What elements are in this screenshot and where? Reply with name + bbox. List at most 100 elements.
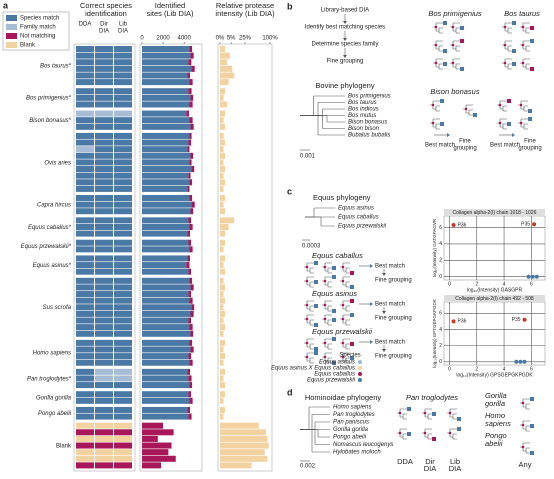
id-cell: [76, 442, 94, 449]
sites-bar: [142, 208, 191, 215]
tree-icon: [397, 408, 407, 420]
sites-bar: [142, 159, 190, 166]
icon-box: [528, 109, 532, 113]
protease-bar: [220, 262, 224, 269]
step-label: Best match: [375, 264, 405, 270]
x-tick-label: 4000: [178, 36, 192, 42]
protease-bar: [220, 223, 229, 230]
column-label: Lib: [450, 457, 460, 466]
icon-dot: [323, 341, 327, 345]
protease-bar: [220, 442, 269, 449]
sites-bar: [190, 346, 194, 353]
x-axis-label: log₁₀(Intensity) GASGPR: [467, 287, 523, 293]
x-tick-label: 0%: [216, 36, 225, 42]
icon-box: [507, 122, 511, 126]
icon-box: [332, 337, 336, 341]
tree-leaf: Bison bison: [348, 126, 380, 132]
tree-icon: [433, 58, 443, 70]
icon-box: [457, 417, 461, 421]
icon-box: [530, 26, 534, 30]
id-cell: [95, 310, 113, 317]
icon-box: [332, 309, 336, 313]
id-cell: [95, 79, 113, 86]
tree-icon: [463, 104, 473, 116]
icon-box: [332, 266, 336, 270]
icon-box: [443, 62, 447, 66]
group-label: Equus caballus*: [28, 225, 72, 231]
arrow-head: [382, 349, 386, 352]
x-tick-label: 0: [448, 281, 451, 287]
id-cell: [114, 277, 132, 284]
sites-bar: [187, 368, 190, 375]
tree-icon: [304, 338, 314, 350]
protease-bar: [220, 159, 224, 166]
tree-leaf: Pan troglodytes: [333, 412, 375, 418]
protease-bar: [220, 117, 224, 124]
icon-dot: [323, 265, 327, 269]
tree-icon: [304, 262, 314, 274]
protease-bar: [220, 449, 265, 456]
species-title: Pan troglodytes: [406, 393, 458, 402]
sites-bar: [191, 166, 195, 173]
icon-dot: [305, 279, 309, 283]
id-cell: [76, 422, 94, 429]
sites-bar: [142, 284, 191, 291]
tree-leaf: Nomascus leucogenys: [333, 442, 393, 448]
sites-bar: [142, 217, 189, 224]
id-cell: [114, 375, 132, 382]
sites-bar: [142, 223, 190, 230]
protease-bar: [220, 88, 225, 95]
id-cell: [114, 339, 132, 346]
sites-bar: [142, 132, 190, 139]
id-cell: [95, 368, 113, 375]
legend-title: Species: [339, 353, 360, 359]
id-cell: [114, 330, 132, 337]
tree-branch: [300, 421, 330, 430]
id-cell: [114, 435, 132, 442]
id-cell: [95, 59, 113, 66]
id-cell: [76, 159, 94, 166]
icon-box: [432, 437, 436, 441]
id-cell: [95, 435, 113, 442]
id-cell: [95, 353, 113, 360]
id-cell: [76, 217, 94, 224]
id-cell: [95, 462, 113, 469]
point: [532, 222, 537, 227]
sites-bar: [142, 101, 190, 108]
sites-bar: [190, 310, 194, 317]
sites-bar: [142, 304, 192, 311]
legend-label: Family match: [20, 25, 56, 31]
sites-bar: [142, 172, 189, 179]
legend-label: Equus przewalskii: [307, 378, 356, 384]
protease-bar: [220, 277, 224, 284]
tree-icon: [340, 262, 350, 274]
icon-box: [443, 49, 447, 53]
tree-icon: [520, 58, 530, 70]
icon-box: [314, 323, 318, 327]
x-axis-label: log₁₀(Intensity) GPSGEPGKPGDK: [456, 372, 533, 378]
id-cell: [95, 230, 113, 237]
point: [534, 274, 539, 279]
icon-dot: [503, 43, 507, 47]
icon-box: [332, 275, 336, 279]
protease-bar: [220, 339, 225, 346]
tree-icon: [340, 338, 350, 350]
id-cell: [95, 284, 113, 291]
x-tick-label: 6: [530, 366, 533, 372]
sites-bar: [142, 123, 191, 130]
icon-dot: [341, 279, 345, 283]
icon-box: [512, 21, 516, 25]
tree-icon: [497, 100, 507, 112]
protease-bar: [220, 330, 224, 337]
tree-leaf: Pongo abelii: [333, 435, 367, 441]
id-cell: [76, 110, 94, 117]
step-label: Fine: [524, 139, 536, 145]
x-tick-label: 25%: [239, 36, 252, 42]
sites-bar: [142, 230, 188, 237]
sites-bar: [142, 297, 190, 304]
id-cell: [95, 317, 113, 324]
sites-bar: [189, 194, 193, 202]
legend-swatch: [6, 33, 17, 39]
sites-bar: [188, 88, 192, 95]
id-cell: [114, 179, 132, 186]
